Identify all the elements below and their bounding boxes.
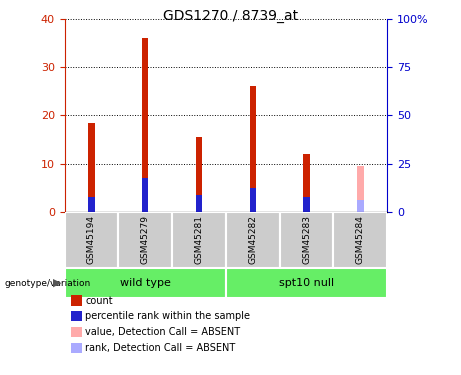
Bar [333,212,387,268]
Text: GSM45284: GSM45284 [356,216,365,264]
Bar [65,268,226,298]
Bar [280,212,333,268]
Text: GSM45283: GSM45283 [302,216,311,264]
Bar [249,188,256,212]
Text: percentile rank within the sample: percentile rank within the sample [85,311,250,321]
Text: GSM45279: GSM45279 [141,216,150,264]
Text: GSM45194: GSM45194 [87,216,96,264]
Text: rank, Detection Call = ABSENT: rank, Detection Call = ABSENT [85,343,236,353]
Bar [65,212,118,268]
Bar [303,197,310,212]
Text: ▶: ▶ [53,278,62,288]
Text: GDS1270 / 8739_at: GDS1270 / 8739_at [163,9,298,23]
Bar [226,212,280,268]
Text: GSM45282: GSM45282 [248,216,257,264]
Bar [196,195,202,212]
Bar [303,154,310,212]
Text: wild type: wild type [120,278,171,288]
Bar [196,137,202,212]
Bar [118,212,172,268]
Text: count: count [85,296,113,306]
Bar [226,268,387,298]
Bar [142,38,148,212]
Text: spt10 null: spt10 null [279,278,334,288]
Bar [249,86,256,212]
Bar [142,178,148,212]
Text: value, Detection Call = ABSENT: value, Detection Call = ABSENT [85,327,240,337]
Bar [357,200,364,212]
Bar [88,197,95,212]
Bar [172,212,226,268]
Text: GSM45281: GSM45281 [195,216,203,264]
Bar [88,123,95,212]
Text: genotype/variation: genotype/variation [5,279,91,288]
Bar [357,166,364,212]
